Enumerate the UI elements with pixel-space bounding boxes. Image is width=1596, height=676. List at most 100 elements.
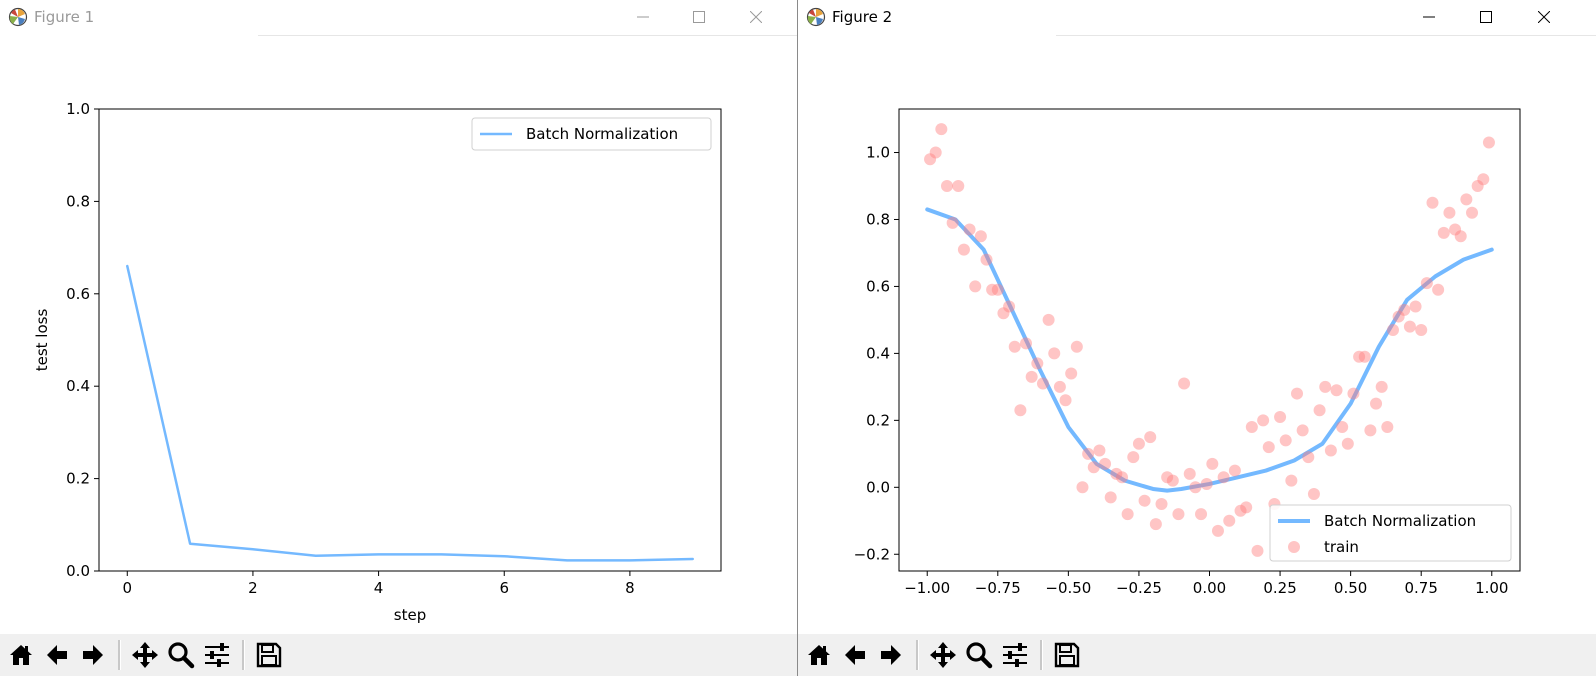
figure-1-canvas[interactable]: 0 2 4 6 8 0.0 0.2 0.4 0.6 0.8 1.0 step test loss Batc… [0, 36, 797, 630]
navigation-toolbar [0, 634, 797, 676]
scatter-point [1477, 173, 1490, 186]
subplots-config-button[interactable] [200, 638, 234, 672]
x-tick-label: 6 [499, 579, 509, 597]
save-button[interactable] [1050, 638, 1084, 672]
x-tick-label: 0.50 [1334, 579, 1367, 597]
scatter-point [924, 153, 937, 166]
titlebar[interactable]: Figure 1 [0, 0, 797, 34]
scatter-point [1426, 196, 1439, 209]
zoom-button[interactable] [164, 638, 198, 672]
y-axis-label: test loss [33, 309, 51, 372]
scatter-point [1053, 380, 1066, 393]
save-button[interactable] [252, 638, 286, 672]
scatter-point [1358, 350, 1371, 363]
legend-label: train [1324, 538, 1359, 556]
scatter-point [1059, 394, 1072, 407]
x-tick-label: −0.25 [1116, 579, 1162, 597]
scatter-point [1364, 424, 1377, 437]
scatter-point [1172, 508, 1185, 521]
scatter-point [1132, 437, 1145, 450]
scatter-point [969, 280, 982, 293]
scatter-point [1347, 387, 1360, 400]
scatter-point [1319, 380, 1332, 393]
scatter-point [1307, 488, 1320, 500]
scatter-point [1403, 320, 1416, 333]
legend-box [471, 117, 712, 151]
toolbar-separator [916, 640, 919, 670]
scatter-point [963, 223, 976, 236]
back-button[interactable] [40, 638, 74, 672]
scatter-point [1443, 206, 1456, 219]
y-tick-label: 0.8 [866, 210, 890, 228]
subplots-config-button[interactable] [998, 638, 1032, 672]
scatter-point [1330, 384, 1343, 397]
close-icon [750, 11, 762, 23]
scatter-point [1127, 451, 1140, 464]
minimize-button[interactable] [620, 0, 666, 34]
legend-marker-train [1288, 541, 1300, 553]
close-button[interactable] [1521, 0, 1567, 34]
pan-icon [132, 642, 158, 668]
close-button[interactable] [733, 0, 779, 34]
forward-arrow-icon [881, 645, 901, 665]
forward-arrow-icon [83, 645, 103, 665]
minimize-button[interactable] [1406, 0, 1452, 34]
x-tick-label: 0 [122, 579, 132, 597]
scatter-point [1008, 340, 1021, 353]
titlebar[interactable]: Figure 2 [798, 0, 1596, 34]
y-tick-label: 0.4 [66, 377, 90, 395]
legend: Batch Normalization train [1269, 504, 1512, 562]
scatter-point [1279, 434, 1292, 447]
legend: Batch Normalization [471, 117, 712, 151]
pan-button[interactable] [128, 638, 162, 672]
scatter-point [1200, 477, 1213, 490]
pan-button[interactable] [926, 638, 960, 672]
minimize-icon [637, 16, 649, 18]
scatter-point [1257, 414, 1270, 427]
pan-icon [930, 642, 956, 668]
y-tick-label: 1.0 [66, 100, 90, 118]
titlebar-divider [258, 35, 797, 36]
y-tick-label: 1.0 [866, 144, 890, 162]
x-tick-label: 0.75 [1405, 579, 1438, 597]
scatter-point [1370, 397, 1383, 410]
back-button[interactable] [838, 638, 872, 672]
home-button[interactable] [4, 638, 38, 672]
scatter-point [1189, 481, 1202, 494]
scatter-point [1432, 283, 1445, 296]
forward-button[interactable] [76, 638, 110, 672]
scatter-point [1420, 277, 1433, 290]
matplotlib-icon [806, 7, 826, 27]
scatter-point [1020, 337, 1033, 350]
scatter-point [1460, 193, 1473, 206]
scatter-point [1375, 380, 1388, 393]
matplotlib-icon [8, 7, 28, 27]
axes-frame [98, 108, 722, 572]
scatter-point [940, 180, 953, 192]
scatter-point [946, 216, 959, 229]
maximize-button[interactable] [1463, 0, 1509, 34]
scatter-point [1386, 323, 1399, 336]
scatter-point [1003, 300, 1016, 313]
window-title: Figure 2 [832, 8, 893, 26]
x-tick-label: 2 [248, 579, 258, 597]
figure-2-canvas[interactable]: −1.00 −0.75 −0.50 −0.25 0.00 0.25 0.50 0.75 1.00… [798, 36, 1596, 630]
scatter-point [1115, 471, 1128, 484]
scatter-point [991, 283, 1004, 296]
zoom-button[interactable] [962, 638, 996, 672]
y-tick-label: 0.4 [866, 344, 890, 362]
scatter-point [1161, 471, 1174, 484]
x-tick-label: −0.50 [1045, 579, 1091, 597]
subplots-config-icon [205, 643, 229, 667]
toolbar-separator [1040, 640, 1043, 670]
scatter-point [1471, 180, 1484, 192]
forward-button[interactable] [874, 638, 908, 672]
scatter-point [929, 146, 942, 159]
scatter-point [1291, 387, 1304, 400]
scatter-point [1285, 474, 1298, 487]
scatter-point [1437, 226, 1450, 239]
minimize-icon [1423, 16, 1435, 18]
maximize-button[interactable] [676, 0, 722, 34]
home-button[interactable] [802, 638, 836, 672]
scatter-point [1341, 437, 1354, 450]
